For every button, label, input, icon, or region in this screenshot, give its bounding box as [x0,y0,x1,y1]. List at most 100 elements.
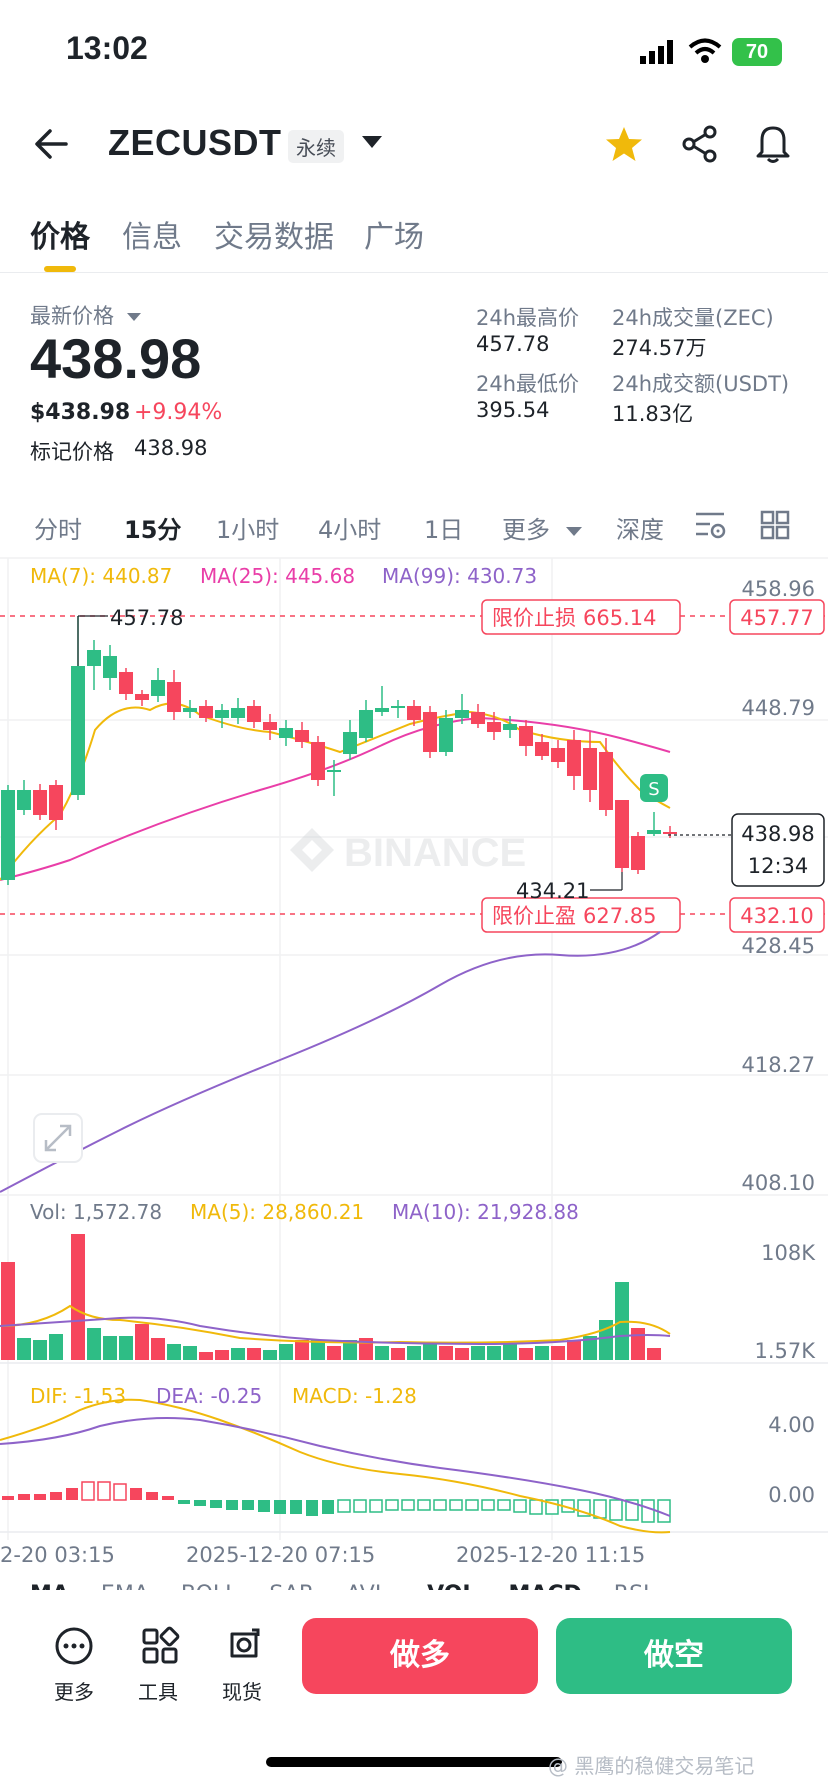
volume-bar [33,1340,47,1360]
vol-legend: Vol: 1,572.78 [30,1200,163,1224]
more-icon[interactable] [54,1626,94,1666]
tf-more[interactable]: 更多 [502,510,582,545]
macd-legend: MACD: -1.28 [292,1384,417,1408]
tab-square[interactable]: 广场 [364,220,424,255]
last-price: 438.98 [30,327,202,390]
volume-bar [471,1346,485,1360]
volume-bar [103,1336,117,1360]
tf-1h[interactable]: 1小时 [216,516,280,544]
vol-ma5-line [0,1304,671,1344]
ma25-line [0,716,671,881]
candlesticks [1,616,677,885]
tab-price[interactable]: 价格 [30,220,90,255]
volume-bar [247,1348,261,1360]
volume-bar [503,1344,517,1360]
signal-badge[interactable]: S [640,774,668,802]
tf-4h[interactable]: 4小时 [318,516,382,544]
svg-text:限价止盈: 限价止盈 [492,904,576,928]
macd-dea-legend: DEA: -0.25 [156,1384,263,1408]
macd-bar [66,1488,78,1500]
take-profit-order-tag[interactable]: 限价止盈 627.85 [481,897,681,933]
contract-type-badge: 永续 [288,130,344,163]
long-button[interactable]: 做多 [302,1618,538,1694]
volume-bar [455,1348,469,1360]
active-tab-indicator [44,266,76,272]
volume-bar [87,1328,101,1360]
macd-bar [641,1499,655,1523]
tools-label[interactable]: 工具 [138,1680,178,1704]
tf-line[interactable]: 分时 [34,516,82,544]
vol-zec: 274.57万 [612,336,707,360]
wifi-icon [688,38,722,63]
share-icon[interactable] [680,124,720,164]
macd-axis-mid: 0.00 [768,1483,815,1507]
fullscreen-expand-icon[interactable] [33,1113,83,1163]
stop-loss-price-tag: 457.77 [729,599,825,635]
tf-depth[interactable]: 深度 [616,516,664,544]
macd-bar [513,1499,527,1513]
status-time: 13:02 [66,30,148,66]
ma99-legend: MA(99): 430.73 [382,564,538,588]
candle-body [439,718,453,752]
volume-bar [135,1324,149,1360]
candle-body [119,672,133,694]
volume-bar [231,1348,245,1360]
last-price-label[interactable]: 最新价格 [30,300,141,330]
spot-icon[interactable] [224,1626,264,1666]
tf-15m[interactable]: 15分 [124,516,182,544]
stop-loss-order-tag[interactable]: 限价止损 665.14 [481,599,681,635]
more-label[interactable]: 更多 [54,1680,94,1704]
macd-bar [34,1494,46,1500]
spot-label[interactable]: 现货 [222,1680,262,1704]
candle-body [455,710,469,718]
candle-body [615,800,629,868]
candle-body [327,770,341,772]
symbol-title[interactable]: ZECUSDT [108,122,282,163]
macd-bar [657,1499,671,1523]
back-arrow-icon[interactable] [30,122,74,166]
macd-bar [50,1492,62,1500]
volume-bar [119,1336,133,1360]
macd-bar [609,1499,623,1521]
price-axis-label: 428.45 [742,934,815,958]
volume-bar [647,1348,661,1360]
volume-bar [375,1346,389,1360]
vol-ma10-line [0,1316,671,1346]
tools-icon[interactable] [140,1626,180,1666]
ma99-line [0,931,661,1193]
tf-1d[interactable]: 1日 [424,516,464,544]
macd-bar [226,1500,238,1510]
candle-body [87,650,101,666]
bell-icon[interactable] [754,122,792,164]
candle-body [471,712,485,724]
candle-body [519,726,533,746]
volume-bar [487,1346,501,1360]
macd-axis-top: 4.00 [768,1413,815,1437]
macd-bar [401,1499,415,1511]
price-change: +9.94% [134,400,223,425]
svg-text:438.98: 438.98 [741,822,814,846]
volume-bar [199,1352,213,1360]
svg-text:432.10: 432.10 [740,904,813,928]
tab-info[interactable]: 信息 [122,220,182,255]
vol-ma5-legend: MA(5): 28,860.21 [190,1200,365,1224]
current-price-tag: 438.98 12:34 [731,813,825,887]
home-indicator [266,1757,562,1767]
vol-axis-bottom: 1.57K [754,1339,816,1363]
short-button[interactable]: 做空 [556,1618,792,1694]
tab-trading-data[interactable]: 交易数据 [214,220,334,255]
layout-grid-icon[interactable] [760,510,790,540]
favorite-star-icon[interactable] [604,124,644,164]
symbol-dropdown-icon[interactable] [362,136,382,148]
price-chart[interactable]: 458.96 448.79 428.45 418.27 408.10 BINAN… [0,552,828,1592]
candle-body [135,694,149,700]
chart-settings-icon[interactable] [694,510,728,540]
svg-text:627.85: 627.85 [583,904,656,928]
candle-body [151,680,165,696]
battery-indicator: 70 [732,38,782,66]
price-axis-label: 408.10 [742,1171,815,1195]
macd-bar [465,1499,479,1511]
volume-bar [263,1350,277,1360]
svg-text:S: S [648,779,659,800]
time-axis-label: 2025-12-20 07:15 [186,1543,375,1567]
